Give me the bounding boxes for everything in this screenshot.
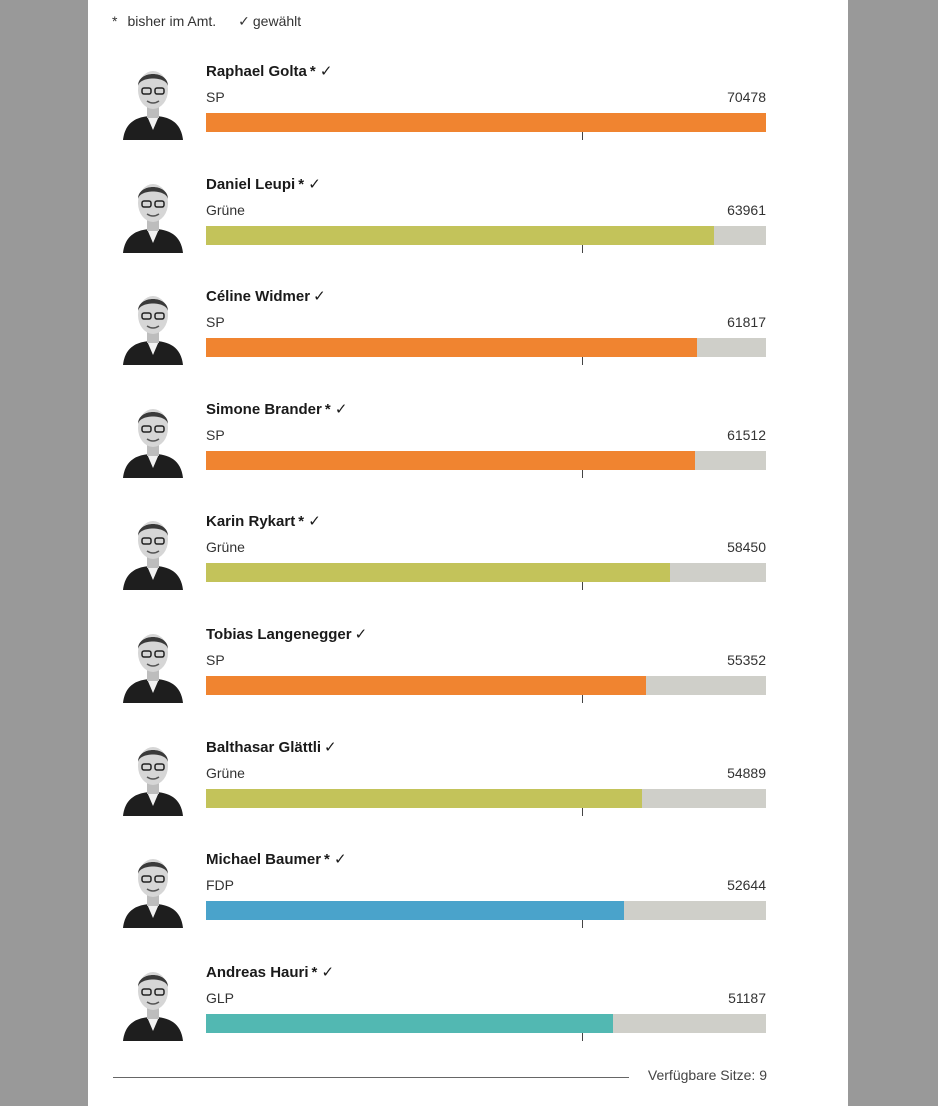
candidate-name: Andreas Hauri * ✓	[206, 964, 334, 982]
portrait-icon	[121, 173, 185, 253]
candidate-row: Balthasar Glättli ✓ Grüne 54889	[0, 736, 938, 848]
party-label: FDP	[206, 877, 234, 893]
vote-bar	[206, 451, 695, 470]
vote-count-label: 58450	[727, 539, 766, 555]
party-label: SP	[206, 89, 225, 105]
status-marks: ✓	[354, 626, 368, 643]
candidate-name: Michael Baumer * ✓	[206, 851, 347, 869]
midpoint-tick	[582, 582, 583, 590]
vote-bar-track	[206, 1014, 766, 1033]
vote-bar-track	[206, 901, 766, 920]
checkmark-icon: ✓	[238, 12, 250, 29]
party-label: Grüne	[206, 202, 245, 218]
status-marks: * ✓	[298, 513, 321, 530]
party-label: Grüne	[206, 539, 245, 555]
vote-bar-track	[206, 451, 766, 470]
vote-count-label: 52644	[727, 877, 766, 893]
legend: * bisher im Amt. ✓ gewählt	[112, 11, 301, 31]
status-marks: ✓	[324, 739, 337, 756]
candidate-name-text: Simone Brander	[206, 401, 322, 418]
party-label: SP	[206, 427, 225, 443]
candidate-name-text: Balthasar Glättli	[206, 739, 322, 756]
vote-count-label: 70478	[727, 89, 766, 105]
footer-divider	[113, 1077, 629, 1078]
candidate-name-text: Tobias Langenegger	[206, 626, 352, 643]
party-label: SP	[206, 652, 225, 668]
portrait-icon	[121, 60, 185, 140]
midpoint-tick	[582, 695, 583, 703]
midpoint-tick	[582, 1033, 583, 1041]
midpoint-tick	[582, 808, 583, 816]
midpoint-tick	[582, 920, 583, 928]
party-label: SP	[206, 314, 225, 330]
vote-bar	[206, 789, 643, 808]
vote-bar	[206, 901, 625, 920]
vote-bar	[206, 338, 698, 357]
status-marks: * ✓	[324, 401, 348, 418]
candidate-name-text: Raphael Golta	[206, 63, 307, 80]
vote-count-label: 51187	[728, 990, 766, 1006]
midpoint-tick	[582, 470, 583, 478]
candidate-name-text: Andreas Hauri	[206, 964, 309, 981]
vote-bar	[206, 563, 671, 582]
incumbent-symbol: *	[112, 13, 118, 29]
vote-bar-track	[206, 226, 766, 245]
candidate-row: Céline Widmer ✓ SP 61817	[0, 285, 938, 397]
candidate-name: Karin Rykart * ✓	[206, 513, 321, 531]
vote-count-label: 61817	[727, 314, 766, 330]
vote-count-label: 54889	[727, 765, 766, 781]
midpoint-tick	[582, 357, 583, 365]
vote-bar-track	[206, 563, 766, 582]
candidate-row: Simone Brander * ✓ SP 61512	[0, 398, 938, 510]
portrait-icon	[121, 623, 185, 703]
vote-bar	[206, 226, 715, 245]
candidate-name-text: Daniel Leupi	[206, 176, 296, 193]
portrait-icon	[121, 736, 185, 816]
candidate-name-text: Karin Rykart	[206, 513, 296, 530]
status-marks: * ✓	[311, 964, 335, 981]
status-marks: * ✓	[298, 176, 321, 193]
vote-bar	[206, 1014, 613, 1033]
candidate-row: Andreas Hauri * ✓ GLP 51187	[0, 961, 938, 1073]
vote-count-label: 61512	[727, 427, 766, 443]
candidate-name: Tobias Langenegger ✓	[206, 626, 367, 644]
status-marks: * ✓	[324, 851, 347, 868]
vote-bar-track	[206, 113, 766, 132]
available-seats-label: Verfügbare Sitze: 9	[647, 1067, 767, 1083]
candidate-row: Raphael Golta * ✓ SP 70478	[0, 60, 938, 172]
candidate-name: Simone Brander * ✓	[206, 401, 347, 419]
candidate-name-text: Céline Widmer	[206, 288, 311, 305]
party-label: GLP	[206, 990, 235, 1006]
vote-count-label: 63961	[727, 202, 766, 218]
candidate-row: Michael Baumer * ✓ FDP 52644	[0, 848, 938, 960]
vote-count-label: 55352	[727, 652, 766, 668]
candidate-name-text: Michael Baumer	[206, 851, 322, 868]
candidate-row: Daniel Leupi * ✓ Grüne 63961	[0, 173, 938, 285]
vote-bar	[206, 113, 766, 132]
vote-bar-track	[206, 676, 766, 695]
portrait-icon	[121, 961, 185, 1041]
status-marks: * ✓	[309, 63, 333, 80]
vote-bar-track	[206, 789, 766, 808]
vote-bar-track	[206, 338, 766, 357]
chart-panel	[88, 0, 848, 1106]
midpoint-tick	[582, 132, 583, 140]
candidate-name: Raphael Golta * ✓	[206, 63, 332, 81]
candidate-name: Céline Widmer ✓	[206, 288, 326, 306]
candidate-row: Tobias Langenegger ✓ SP 55352	[0, 623, 938, 735]
candidate-name: Daniel Leupi * ✓	[206, 176, 321, 194]
midpoint-tick	[582, 245, 583, 253]
incumbent-label: bisher im Amt.	[127, 13, 217, 29]
portrait-icon	[121, 510, 185, 590]
portrait-icon	[121, 398, 185, 478]
portrait-icon	[121, 285, 185, 365]
elected-label: gewählt	[252, 13, 302, 29]
candidate-name: Balthasar Glättli ✓	[206, 739, 337, 757]
portrait-icon	[121, 848, 185, 928]
party-label: Grüne	[206, 765, 245, 781]
candidate-row: Karin Rykart * ✓ Grüne 58450	[0, 510, 938, 622]
status-marks: ✓	[313, 288, 326, 305]
vote-bar	[206, 676, 646, 695]
